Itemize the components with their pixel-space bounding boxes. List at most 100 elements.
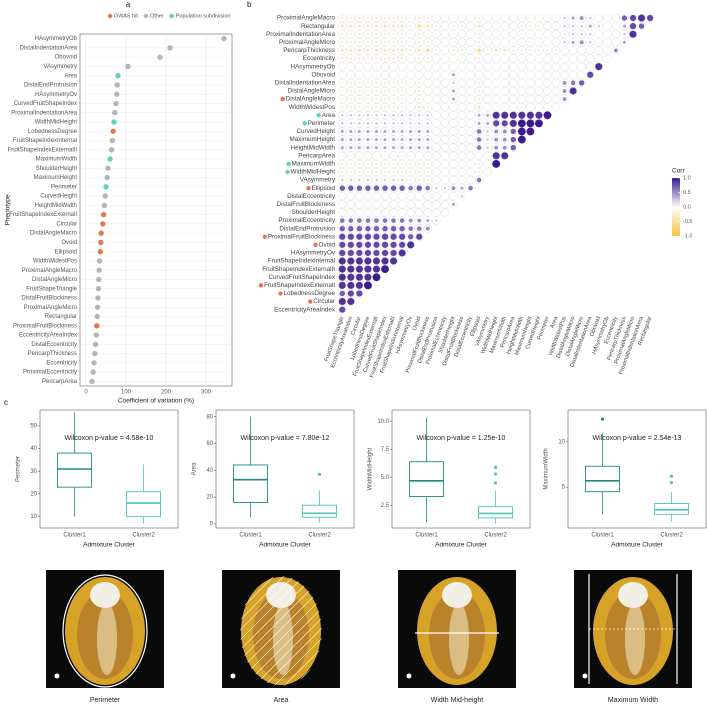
cell-outline: [586, 22, 595, 31]
corr-dot: [529, 24, 532, 28]
cell-outline: [338, 111, 347, 120]
cell-outline: [415, 22, 424, 31]
cell-outline: [526, 38, 535, 47]
cell-outline: [500, 46, 509, 55]
cell-outline: [389, 13, 398, 23]
corr-dot: [349, 129, 353, 134]
corr-dot: [562, 89, 567, 93]
cell-outline: [398, 151, 407, 160]
corr-dot: [365, 185, 371, 191]
cell-outline: [423, 167, 432, 177]
corr-dot: [357, 24, 361, 28]
cell-outline: [466, 94, 475, 104]
cell-outline: [398, 38, 407, 47]
cell-outline: [389, 135, 398, 144]
cell-outline: [372, 143, 381, 152]
cell-outline: [346, 30, 355, 39]
cell-outline: [551, 13, 561, 23]
row-label: MaximumHeight: [290, 136, 336, 143]
cell-outline: [483, 86, 492, 96]
corr-dot: [358, 33, 361, 36]
cell-outline: [440, 151, 449, 160]
cell-outline: [474, 175, 484, 185]
cell-outline: [500, 119, 509, 128]
corr-dot: [538, 41, 540, 44]
corr-dot: [341, 41, 344, 44]
cell-outline: [355, 143, 364, 152]
cell-outline: [389, 62, 398, 71]
cell-outline: [440, 111, 449, 120]
cell-outline: [398, 94, 407, 104]
cell-outline: [457, 135, 467, 144]
cell-outline: [406, 200, 415, 209]
cell-outline: [423, 119, 432, 128]
cell-outline: [432, 103, 441, 112]
cell-outline: [432, 167, 441, 177]
cell-outline: [483, 127, 492, 136]
scale-dot: [582, 673, 588, 679]
cell-outline: [389, 224, 398, 233]
cell-outline: [338, 248, 347, 258]
cell-outline: [432, 78, 441, 87]
cell-outline: [466, 135, 475, 144]
cell-outline: [346, 103, 355, 112]
corr-dot: [375, 81, 378, 85]
corr-dot: [589, 41, 592, 44]
cell-outline: [389, 30, 398, 39]
row-marker: [306, 185, 311, 191]
y-tick-label: Ovoid: [61, 240, 77, 246]
cell-outline: [380, 216, 390, 225]
corr-dot: [426, 41, 429, 44]
cell-outline: [406, 103, 415, 112]
y-tick-label: ProximalIndentationArea: [11, 110, 77, 116]
cell-outline: [355, 135, 364, 144]
cell-outline: [569, 22, 578, 31]
corr-dot: [349, 114, 352, 117]
cell-outline: [474, 30, 484, 39]
cell-outline: [363, 54, 373, 63]
cell-outline: [500, 86, 509, 96]
cell-outline: [611, 38, 620, 47]
cell-outline: [355, 273, 364, 282]
corr-dot: [589, 33, 592, 36]
corr-dot: [510, 128, 517, 135]
cell-outline: [551, 22, 561, 31]
corr-dot: [460, 195, 464, 198]
corr-dot: [338, 281, 346, 289]
cell-outline: [577, 13, 586, 23]
corr-dot: [595, 63, 603, 71]
cell-outline: [586, 13, 595, 23]
colorbar-tick-label: 1.0: [683, 175, 691, 181]
corr-dot: [372, 273, 381, 282]
y-tick-label: Area: [64, 73, 77, 79]
y-tick-label: WidthMidHeight: [35, 120, 78, 126]
cell-outline: [432, 111, 441, 120]
cell-outline: [355, 159, 364, 168]
corr-dot: [392, 57, 395, 60]
corr-dot: [407, 241, 415, 249]
y-tick-label: HeightMidWidth: [35, 203, 77, 209]
cell-outline: [406, 175, 415, 185]
cell-outline: [389, 103, 398, 112]
cell-outline: [449, 151, 458, 160]
corr-dot: [452, 106, 455, 108]
cell-outline: [363, 111, 373, 120]
cell-outline: [380, 86, 390, 96]
corr-dot: [622, 24, 626, 28]
corr-dot: [338, 298, 346, 306]
box: [302, 504, 337, 518]
corr-dot: [390, 225, 397, 232]
cell-outline: [346, 167, 355, 177]
x-tick-label: Cluster1: [63, 533, 86, 539]
cell-outline: [628, 22, 638, 31]
outlier: [669, 474, 674, 478]
cell-outline: [500, 111, 509, 120]
cell-outline: [406, 119, 415, 128]
cell-outline: [406, 192, 415, 201]
corr-dot: [417, 146, 421, 150]
cell-outline: [398, 13, 407, 23]
cell-outline: [457, 184, 467, 193]
corr-dot: [349, 122, 352, 125]
y-tick-label: Ellipsoid: [55, 249, 77, 255]
cell-outline: [372, 54, 381, 63]
